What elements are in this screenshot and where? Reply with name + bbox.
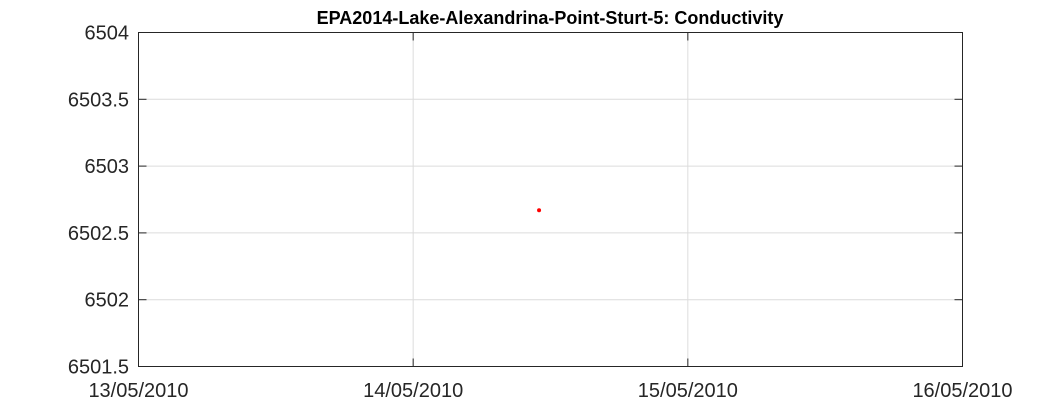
y-tick-label: 6503 xyxy=(85,156,130,178)
x-tick-labels: 13/05/2010 14/05/2010 15/05/2010 16/05/2010 xyxy=(88,380,1012,402)
y-tick-labels: 6501.5 6502 6502.5 6503 6503.5 6504 xyxy=(68,23,129,379)
x-tick-label: 14/05/2010 xyxy=(363,380,463,402)
grid-lines xyxy=(138,32,963,367)
plot-area-frame xyxy=(138,32,963,367)
y-tick-label: 6502.5 xyxy=(68,223,129,245)
x-tick-label: 16/05/2010 xyxy=(912,380,1012,402)
y-tick-label: 6502 xyxy=(85,290,130,312)
axis-ticks xyxy=(138,32,963,367)
chart-title: EPA2014-Lake-Alexandrina-Point-Sturt-5: … xyxy=(317,8,784,28)
data-points xyxy=(537,208,542,213)
x-tick-label: 15/05/2010 xyxy=(638,380,738,402)
x-tick-label: 13/05/2010 xyxy=(88,380,188,402)
data-point xyxy=(537,208,542,213)
y-tick-label: 6501.5 xyxy=(68,357,129,379)
y-tick-label: 6503.5 xyxy=(68,89,129,111)
y-tick-label: 6504 xyxy=(85,23,130,45)
